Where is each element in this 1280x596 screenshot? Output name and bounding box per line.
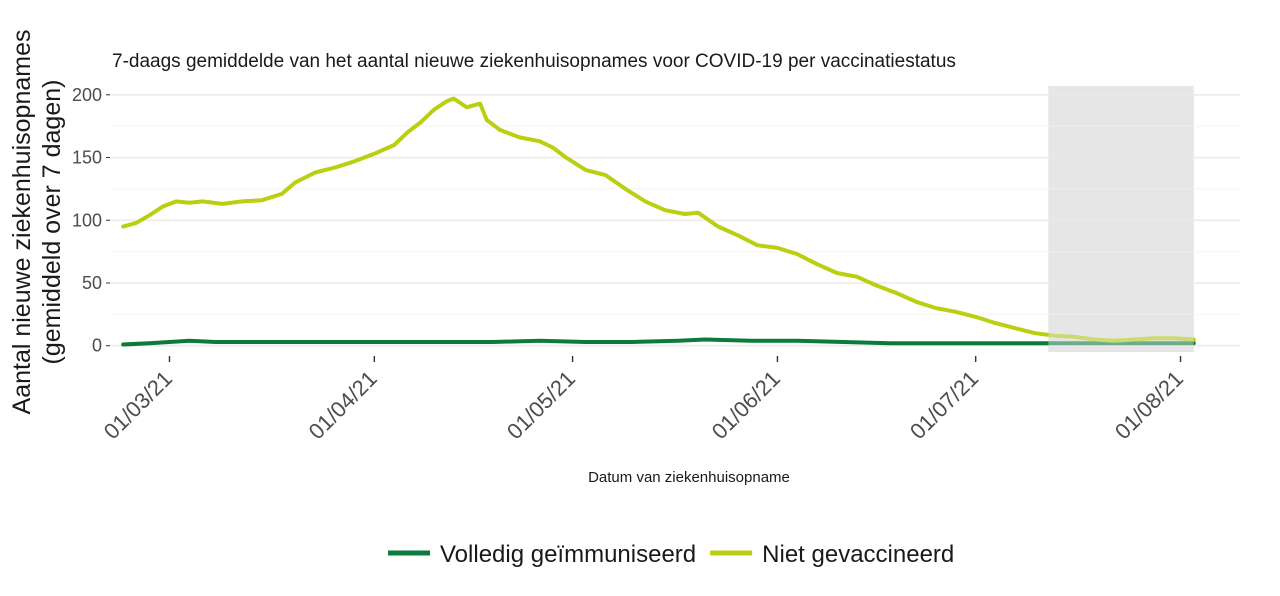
legend-label-volledig-geimmuniseerd: Volledig geïmmuniseerd xyxy=(440,541,696,568)
y-tick-label: 150 xyxy=(72,148,102,168)
y-tick-label: 0 xyxy=(92,336,102,356)
y-tick-label: 50 xyxy=(82,273,102,293)
x-tick-label: 01/06/21 xyxy=(707,366,785,444)
series-layer xyxy=(121,86,1196,352)
legend: Volledig geïmmuniseerd Niet gevaccineerd xyxy=(388,541,954,568)
y-axis-label-line-2: (gemiddeld over 7 dagen) xyxy=(38,80,66,365)
shaded-region-layer xyxy=(1048,86,1194,352)
x-tick-label: 01/05/21 xyxy=(502,366,580,444)
incomplete-data-shade xyxy=(1048,86,1194,352)
y-tick-label: 100 xyxy=(72,210,102,230)
legend-label-niet-gevaccineerd: Niet gevaccineerd xyxy=(762,541,954,568)
y-tick-labels: 0 50 100 150 200 xyxy=(72,85,110,356)
chart-title: 7-daags gemiddelde van het aantal nieuwe… xyxy=(112,51,956,72)
series-line-volledig-geimmuniseerd xyxy=(121,337,1196,347)
y-axis-label-line-1: Aantal nieuwe ziekenhuisopnames xyxy=(8,30,36,415)
series-line-niet-gevaccineerd xyxy=(121,96,1196,343)
x-tick-label: 01/04/21 xyxy=(304,366,382,444)
grid-layer xyxy=(110,93,1240,347)
incomplete-data-overlay xyxy=(1048,86,1194,352)
x-axis-label: Datum van ziekenhuisopname xyxy=(588,469,790,486)
x-tick-label: 01/03/21 xyxy=(99,366,177,444)
y-axis-label: Aantal nieuwe ziekenhuisopnames (gemidde… xyxy=(8,30,66,415)
x-tick-label: 01/07/21 xyxy=(905,366,983,444)
x-tick-label: 01/08/21 xyxy=(1110,366,1188,444)
y-tick-label: 200 xyxy=(72,85,102,105)
x-tick-labels: 01/03/21 01/04/21 01/05/21 01/06/21 01/07/21… xyxy=(99,356,1188,444)
